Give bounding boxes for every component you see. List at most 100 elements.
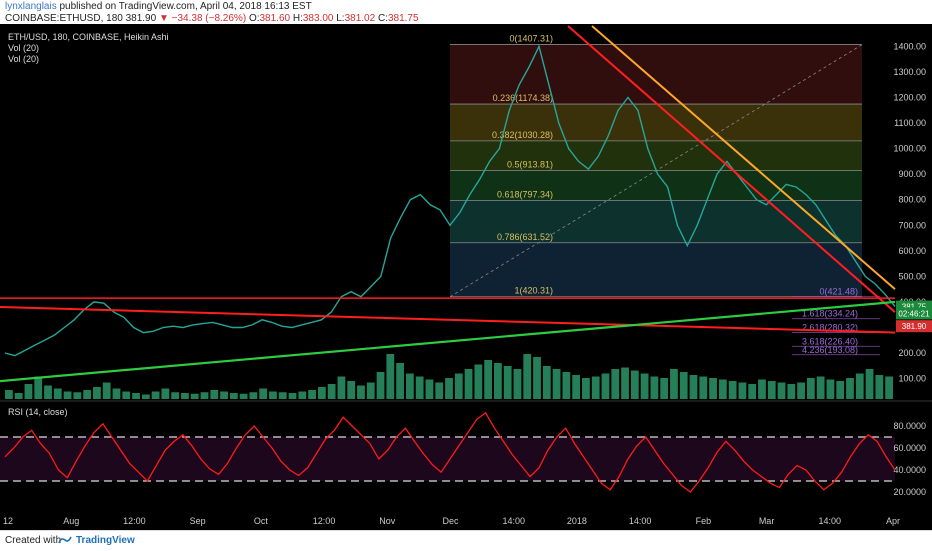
volume-bar — [464, 369, 473, 399]
volume-bar — [210, 390, 219, 399]
footer-bar: Created with TradingView — [0, 530, 932, 551]
open-label: O: — [248, 13, 260, 24]
volume-bar — [748, 384, 757, 399]
x-tick-label: 12 — [3, 516, 13, 526]
fib-zone-band — [450, 170, 862, 201]
support-trendline-green — [0, 300, 896, 383]
volume-bar — [611, 369, 620, 399]
author-link[interactable]: lynxlanglais — [5, 1, 57, 12]
volume-bar — [679, 372, 688, 399]
created-with-text: Created with — [5, 535, 62, 546]
close-value: 381.75 — [387, 13, 419, 24]
high-value: 383.00 — [302, 13, 334, 24]
y-tick-label: 600.00 — [898, 246, 926, 256]
volume-bar — [503, 366, 512, 399]
volume-bar — [425, 379, 434, 399]
volume-bar — [44, 385, 52, 399]
volume-bar — [542, 366, 551, 399]
volume-bar — [327, 384, 336, 399]
volume-bar — [53, 388, 62, 399]
volume-legend-2[interactable]: Vol (20) — [8, 54, 40, 64]
volume-bar — [249, 392, 258, 399]
volume-bar — [190, 393, 199, 399]
rsi-legend[interactable]: RSI (14, close) — [8, 407, 68, 417]
volume-bar — [288, 393, 297, 399]
resistance-trendline-red — [567, 25, 896, 313]
volume-bar — [73, 392, 82, 399]
volume-bar — [239, 393, 248, 399]
volume-bar — [220, 391, 228, 399]
volume-bar — [836, 381, 845, 399]
fib-level-label: 0(1407.31) — [509, 34, 553, 44]
price-tag-label: 02:46:21 — [898, 309, 930, 318]
y-tick-label: 1300.00 — [893, 67, 926, 77]
volume-bar — [415, 376, 424, 399]
volume-bar — [102, 382, 111, 399]
volume-bar — [572, 375, 581, 399]
rsi-y-tick-label: 80.0000 — [893, 421, 926, 431]
volume-bar — [347, 381, 356, 399]
volume-bar — [865, 369, 874, 399]
volume-bar — [582, 378, 590, 399]
x-tick-label: Apr — [886, 516, 900, 526]
volume-bar — [34, 376, 43, 399]
tradingview-logo-icon — [58, 536, 72, 544]
volume-bar — [151, 391, 160, 399]
volume-bar — [298, 391, 307, 399]
rsi-series-line — [4, 411, 896, 493]
publish-line: lynxlanglais published on TradingView.co… — [5, 1, 312, 12]
price-tag-label: 381.75 — [902, 303, 927, 312]
chart-panel[interactable]: 0(1407.31) 0.236(1174.38) 0.382(1030.28) 0.… — [0, 24, 932, 530]
rsi-band-fill — [0, 437, 895, 481]
fib-level-label: 0.236(1174.38) — [493, 93, 553, 103]
price-tag-label: 381.90 — [902, 322, 927, 331]
volume-bar — [259, 388, 268, 399]
volume-bar — [14, 393, 23, 399]
volume-bar — [308, 390, 316, 399]
x-tick-label: Oct — [254, 516, 269, 526]
volume-bar — [513, 369, 522, 399]
down-arrow-icon: ▼ — [158, 13, 169, 24]
tradingview-brand[interactable]: TradingView — [76, 535, 135, 546]
volume-bar — [797, 382, 805, 399]
y-tick-label: 1000.00 — [893, 144, 926, 154]
chart-canvas[interactable]: 0(1407.31) 0.236(1174.38) 0.382(1030.28) 0.… — [0, 24, 932, 530]
fib-level-label: 1(420.31) — [514, 286, 553, 296]
volume-bar — [846, 378, 854, 399]
x-tick-label: 2018 — [567, 516, 587, 526]
y-tick-label: 900.00 — [898, 169, 926, 179]
volume-bar — [660, 378, 669, 399]
volume-bar — [376, 372, 385, 399]
fib-level-label: 0.618(797.34) — [497, 189, 553, 199]
volume-bar — [806, 378, 815, 399]
y-tick-label: 1400.00 — [893, 41, 926, 51]
fib-extension-label: 1.618(334.24) — [802, 309, 858, 319]
main-series-legend[interactable]: ETH/USD, 180, COINBASE, Heikin Ashi — [8, 32, 169, 42]
volume-bar — [24, 384, 33, 399]
x-tick-label: Dec — [442, 516, 459, 526]
volume-bar — [591, 376, 600, 399]
volume-bar — [738, 382, 747, 399]
volume-bar — [93, 387, 101, 399]
change-value: −34.38 (−8.26%) — [171, 13, 247, 24]
volume-legend-1[interactable]: Vol (20) — [8, 43, 40, 53]
volume-bar — [141, 394, 150, 399]
volume-bar — [366, 382, 375, 399]
fib-level-label: 0.5(913.81) — [507, 160, 553, 170]
low-label: L: — [336, 13, 345, 24]
volume-bar — [181, 393, 189, 399]
volume-bar — [405, 373, 414, 399]
volume-bar — [445, 378, 453, 399]
volume-bar — [484, 360, 493, 399]
x-tick-label: 14:00 — [502, 516, 525, 526]
volume-bar — [640, 373, 649, 399]
symbol-label: COINBASE:ETHUSD, 180 — [5, 13, 123, 24]
volume-bar — [63, 391, 72, 399]
volume-bar — [112, 388, 121, 399]
price-tag-box — [896, 320, 932, 333]
published-text: published on TradingView.com, April 04, … — [59, 1, 312, 12]
x-tick-label: Feb — [696, 516, 712, 526]
horizontal-resistance-line — [0, 306, 896, 334]
volume-bar — [386, 354, 395, 399]
fib-zone-band — [450, 44, 862, 105]
